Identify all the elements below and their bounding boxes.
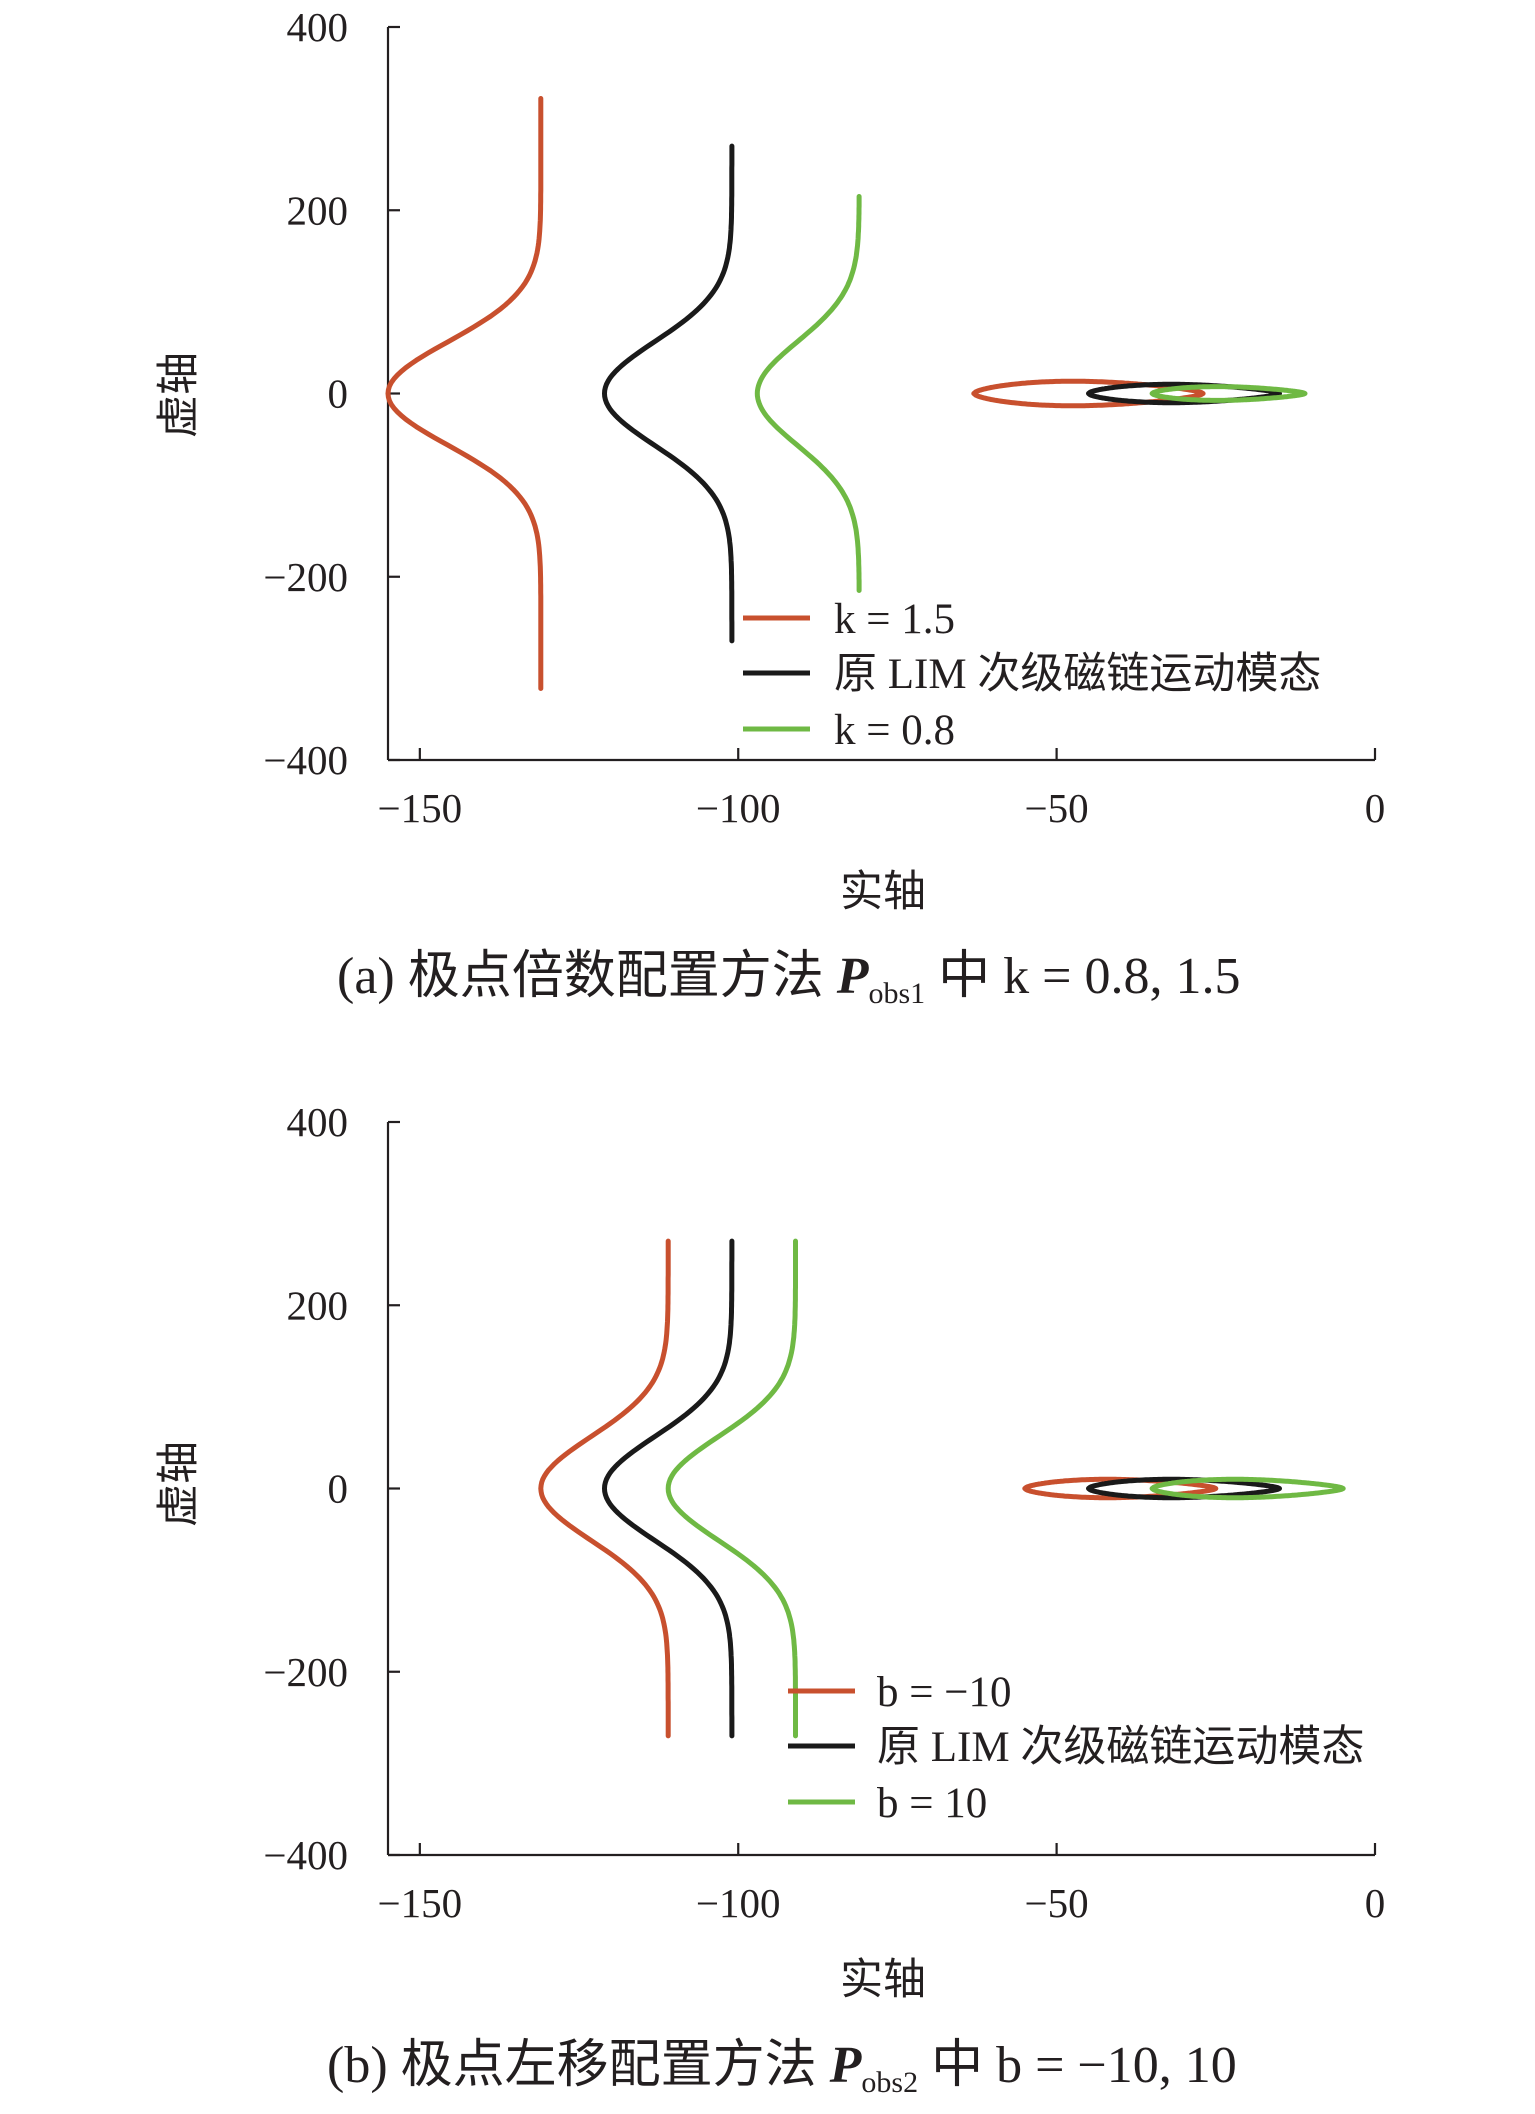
y-tick-label: 400 xyxy=(287,1099,349,1145)
legend: b = −10 原 LIM 次级磁链运动模态 b = 10 xyxy=(788,1669,1364,1827)
fast-mode-curve-red xyxy=(971,378,1206,409)
slow-mode-curve-red xyxy=(538,1238,671,1739)
slow-mode-curve-green xyxy=(665,1238,798,1739)
y-tick-label: −200 xyxy=(263,1649,348,1695)
x-tick-label: −100 xyxy=(696,1880,781,1926)
caption-suffix: 中 k = 0.8, 1.5 xyxy=(925,948,1240,1005)
caption-a: (a) 极点倍数配置方法 Pobs1 中 k = 0.8, 1.5 xyxy=(337,948,1241,1010)
legend: k = 1.5 原 LIM 次级磁链运动模态 k = 0.8 xyxy=(743,596,1321,754)
y-tick-label: −200 xyxy=(263,554,348,600)
slow-mode-curve-red xyxy=(385,96,544,691)
fast-mode-curve-green xyxy=(1149,384,1308,403)
x-tick-label: −50 xyxy=(1025,1880,1089,1926)
caption-prefix: (a) 极点倍数配置方法 xyxy=(337,948,837,1005)
caption-prefix: (b) 极点左移配置方法 xyxy=(327,2037,830,2094)
chart-a: −150 −100 −50 0 400 200 0 −200 −400 实轴 虚轴 k = 1.… xyxy=(154,4,1385,1010)
legend-label: 原 LIM 次级磁链运动模态 xyxy=(877,1724,1364,1771)
x-axis-title: 实轴 xyxy=(840,1955,926,2005)
caption-subscript: obs1 xyxy=(868,977,925,1010)
caption-symbol: P xyxy=(836,948,870,1005)
x-tick-label: −50 xyxy=(1025,785,1089,831)
y-axis-title: 虚轴 xyxy=(154,352,204,438)
x-tick-label: 0 xyxy=(1365,785,1386,831)
caption-subscript: obs2 xyxy=(861,2066,918,2099)
y-tick-label: 200 xyxy=(287,187,349,233)
legend-label: 原 LIM 次级磁链运动模态 xyxy=(834,651,1321,698)
legend-label: k = 1.5 xyxy=(834,596,955,643)
caption-b: (b) 极点左移配置方法 Pobs2 中 b = −10, 10 xyxy=(327,2037,1237,2099)
x-tick-label: 0 xyxy=(1365,1880,1386,1926)
slow-mode-curve-black xyxy=(602,143,735,644)
x-tick-label: −100 xyxy=(696,785,781,831)
y-tick-label: −400 xyxy=(263,1832,348,1878)
x-axis-title: 实轴 xyxy=(840,867,926,917)
fast-mode-curve-red xyxy=(1022,1476,1219,1501)
caption-suffix: 中 b = −10, 10 xyxy=(918,2037,1237,2094)
y-tick-label: −400 xyxy=(263,737,348,783)
fast-mode-curve-black xyxy=(1086,1476,1282,1501)
y-tick-label: 0 xyxy=(328,1466,349,1512)
slow-mode-curve-green xyxy=(754,194,862,593)
fast-mode-curve-green xyxy=(1149,1476,1346,1501)
y-tick-label: 400 xyxy=(287,4,349,50)
slow-mode-curve-black xyxy=(602,1238,735,1739)
legend-label: k = 0.8 xyxy=(834,707,955,754)
y-tick-label: 0 xyxy=(328,371,349,417)
x-tick-label: −150 xyxy=(378,1880,463,1926)
chart-b: −150 −100 −50 0 400 200 0 −200 −400 实轴 虚轴 b = −1… xyxy=(154,1099,1385,2099)
legend-label: b = 10 xyxy=(877,1780,987,1827)
y-tick-label: 200 xyxy=(287,1282,349,1328)
x-tick-label: −150 xyxy=(378,785,463,831)
fast-mode-curve-black xyxy=(1086,381,1282,406)
y-axis-title: 虚轴 xyxy=(154,1441,204,1527)
caption-symbol: P xyxy=(829,2037,863,2094)
legend-label: b = −10 xyxy=(877,1669,1012,1716)
